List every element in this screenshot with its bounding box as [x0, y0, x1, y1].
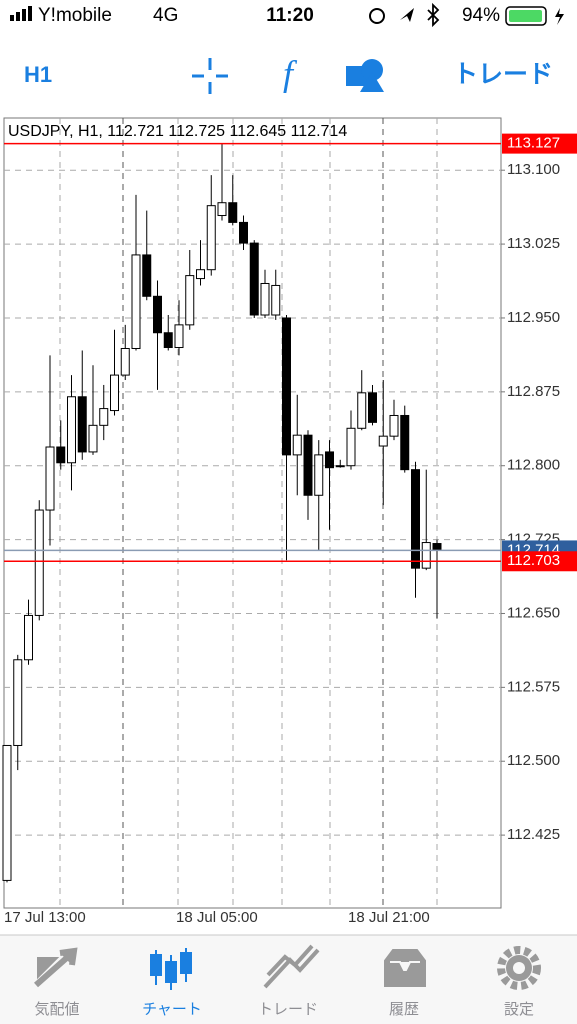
candle-body	[131, 254, 141, 349]
settings-icon[interactable]	[497, 946, 541, 990]
candle-body	[142, 254, 152, 297]
y-tick-label: 112.875	[507, 383, 560, 400]
candle-body	[325, 451, 334, 469]
chart-icon[interactable]	[150, 948, 192, 990]
signal-bar	[28, 6, 32, 21]
tab-label[interactable]: 気配値	[34, 1001, 79, 1018]
candle-body	[206, 205, 216, 271]
tab-bar: 気配値 チャート トレード 履歴 設定	[0, 934, 577, 1024]
trade-icon[interactable]	[263, 944, 320, 989]
candle-body	[249, 242, 259, 316]
x-tick-label: 18 Jul 05:00	[176, 909, 258, 926]
x-tick-label: 17 Jul 13:00	[4, 909, 86, 926]
y-tick-label: 113.025	[507, 235, 560, 252]
y-tick-label: 112.500	[507, 752, 560, 769]
quotes-icon[interactable]	[34, 947, 78, 988]
candle-body	[153, 295, 162, 334]
tab-label[interactable]: トレード	[258, 1001, 318, 1018]
chart: 113.100 113.025 112.950 112.875 112.800 112.7…	[2, 133, 577, 926]
candle-body	[421, 542, 431, 569]
trade-button[interactable]: トレード	[453, 61, 553, 89]
candle-body	[24, 614, 33, 661]
candle-body	[368, 392, 377, 423]
objects-button[interactable]	[346, 59, 384, 92]
y-tick-label: 112.575	[507, 678, 560, 695]
candle-body	[292, 434, 302, 456]
y-tick-label: 113.100	[507, 161, 560, 178]
candle-body	[45, 446, 55, 511]
candle-body	[110, 374, 119, 412]
signal-bar	[22, 9, 26, 21]
carrier: Y!mobile	[38, 5, 112, 26]
y-tick-label: 112.950	[507, 309, 560, 326]
candle-body	[346, 427, 356, 467]
candle-body	[185, 275, 195, 326]
y-tick-label: 112.425	[507, 826, 560, 843]
candle-body	[99, 408, 109, 426]
candle-body	[163, 332, 173, 349]
indicators-button[interactable]: f	[283, 53, 298, 93]
y-tick-label: 112.650	[507, 604, 560, 621]
signal-bar	[16, 12, 20, 21]
candle-body	[67, 396, 76, 464]
candle-body	[411, 469, 420, 569]
candle-body	[400, 414, 410, 471]
chart-title: USDJPY, H1, 112.721 112.725 112.645 112.…	[8, 123, 347, 140]
battery-level	[509, 10, 542, 22]
x-tick-label: 18 Jul 21:00	[348, 909, 430, 926]
clock: 11:20	[266, 5, 314, 26]
candle-body	[34, 509, 44, 616]
price-level-tag	[502, 551, 577, 572]
candle-body	[432, 543, 442, 551]
battery-outline	[505, 6, 547, 26]
status-bar: Y!mobile 4G 11:20 94%	[10, 2, 564, 28]
price-level-label: 112.703	[507, 552, 560, 569]
candle-body	[77, 396, 87, 453]
toolbar: H1 f トレード	[24, 53, 553, 94]
candle-body	[120, 347, 130, 376]
candle-body	[303, 434, 313, 496]
tab-bar-bg	[0, 935, 577, 1024]
charging-icon	[555, 8, 564, 25]
rotation-lock-icon	[369, 8, 385, 24]
tab-label[interactable]: 履歴	[389, 1001, 419, 1018]
candle-body	[282, 317, 291, 456]
candle-body	[335, 465, 345, 468]
location-icon	[400, 8, 414, 22]
candle-body	[389, 414, 399, 437]
history-icon[interactable]	[382, 947, 428, 989]
candle-body	[88, 424, 98, 453]
price-level-label: 113.127	[507, 135, 560, 152]
candle-body	[13, 659, 23, 746]
candle-body	[378, 435, 388, 447]
timeframe-button[interactable]: H1	[24, 62, 52, 87]
candle-body	[217, 202, 227, 217]
crosshair-button[interactable]	[192, 58, 228, 94]
candle-body	[271, 284, 281, 316]
battery-percent: 94%	[462, 5, 500, 26]
price-level-tag	[502, 133, 577, 154]
candle-body	[228, 202, 238, 223]
signal-bar	[10, 15, 14, 21]
candle-body	[357, 392, 367, 429]
candle-body	[196, 269, 205, 280]
candle-body	[174, 324, 184, 349]
candle-body	[239, 221, 248, 244]
tab-label[interactable]: チャート	[142, 1001, 202, 1018]
candle-body	[260, 282, 270, 316]
bluetooth-icon	[427, 2, 440, 28]
candle-body	[314, 454, 324, 496]
candle-body	[56, 446, 66, 464]
y-tick-label: 112.800	[507, 457, 560, 474]
network: 4G	[153, 5, 178, 26]
tab-label[interactable]: 設定	[504, 1001, 534, 1018]
candle-body	[2, 744, 12, 881]
